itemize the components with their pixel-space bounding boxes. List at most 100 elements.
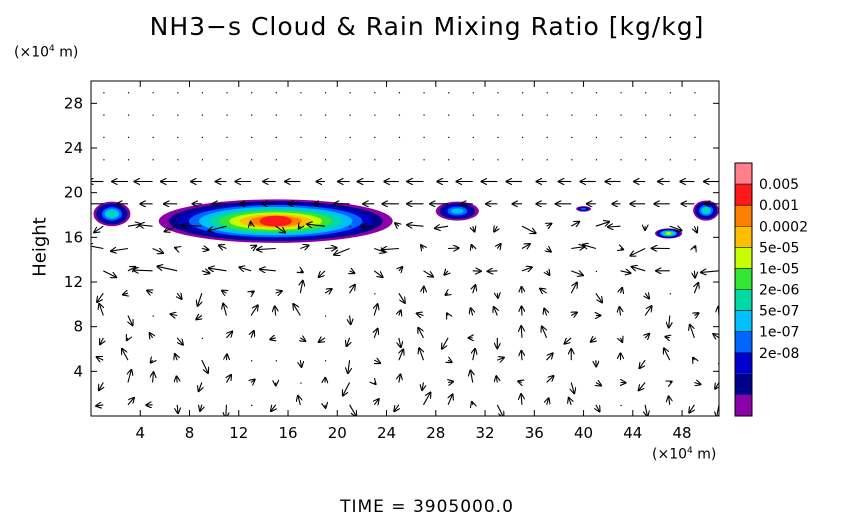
wind-vector-dot xyxy=(127,136,130,139)
wind-vector-dot xyxy=(669,92,671,94)
wind-vector xyxy=(275,225,285,232)
x-tick-label: 8 xyxy=(185,424,195,442)
wind-vector-dot xyxy=(620,114,622,116)
wind-vector-dot xyxy=(472,136,474,139)
wind-vector xyxy=(496,376,497,383)
wind-vector xyxy=(547,224,552,227)
wind-vector xyxy=(693,358,694,360)
wind-vector-dot xyxy=(251,114,253,116)
y-tick-label: 20 xyxy=(64,184,83,202)
wind-vector xyxy=(395,223,399,226)
wind-vector-dot xyxy=(152,315,154,317)
wind-vector-dot xyxy=(251,159,253,161)
wind-vector xyxy=(128,370,131,383)
wind-vector xyxy=(690,325,695,339)
wind-vector xyxy=(127,338,128,340)
wind-vector xyxy=(177,377,178,383)
wind-vector-dot xyxy=(546,159,548,161)
wind-vector xyxy=(350,271,355,273)
wind-vector xyxy=(448,248,458,249)
wind-vector xyxy=(713,334,719,338)
wind-vector xyxy=(300,271,302,272)
wind-vector xyxy=(619,307,620,316)
colorbar-swatch xyxy=(735,163,752,185)
wind-vector xyxy=(718,225,719,227)
wind-vector xyxy=(570,283,577,294)
wind-vector-dot xyxy=(251,136,253,139)
y-axis: 4 8 12 16 20 24 28 xyxy=(64,94,719,380)
wind-vector-dot xyxy=(201,136,204,139)
wind-vector xyxy=(111,249,129,252)
wind-vector-dot xyxy=(571,159,573,161)
wind-vector-dot xyxy=(571,92,573,94)
wind-vector xyxy=(348,360,350,373)
wind-vector xyxy=(639,382,646,391)
wind-vector xyxy=(435,226,449,228)
wind-vector xyxy=(226,375,231,383)
wind-vector xyxy=(199,382,202,392)
wind-vector xyxy=(147,291,152,294)
wind-vector-dot xyxy=(300,136,302,139)
wind-vector xyxy=(715,382,719,389)
wind-vector-dot xyxy=(497,114,499,116)
wind-vector-dot xyxy=(349,159,351,161)
wind-vector xyxy=(201,271,210,273)
wind-vector-dot xyxy=(497,92,499,94)
wind-vector xyxy=(620,288,622,293)
wind-vector-dot xyxy=(694,92,696,94)
x-tick-label: 44 xyxy=(623,424,642,442)
wind-vector xyxy=(300,360,301,367)
wind-vector-dot xyxy=(103,114,105,116)
wind-vector xyxy=(223,304,226,316)
wind-vector xyxy=(325,405,326,408)
wind-vector xyxy=(546,353,553,361)
wind-vector xyxy=(544,309,546,316)
wind-vector xyxy=(374,360,380,363)
wind-vector xyxy=(374,399,378,405)
cloud-region-5-level xyxy=(702,208,710,214)
colorbar-swatch xyxy=(735,184,752,206)
wind-vector xyxy=(133,270,153,271)
wind-vector-dot xyxy=(645,92,647,94)
wind-vector xyxy=(123,293,128,294)
wind-vector xyxy=(94,225,104,232)
wind-vector xyxy=(251,292,254,294)
wind-vector xyxy=(470,371,472,383)
wind-vector xyxy=(497,293,498,298)
wind-vector xyxy=(497,358,503,361)
wind-vector-dot xyxy=(448,159,450,161)
wind-vector-dot xyxy=(349,92,351,94)
colorbar-swatch xyxy=(735,226,752,248)
wind-vector-dot xyxy=(226,92,228,94)
wind-vector xyxy=(645,404,647,416)
wind-vector xyxy=(664,348,671,361)
wind-vector xyxy=(644,306,651,316)
wind-vector-dot xyxy=(448,136,450,139)
wind-vector xyxy=(151,360,153,362)
wind-vector xyxy=(547,249,551,252)
wind-vector-dot xyxy=(669,114,671,116)
wind-vector xyxy=(99,382,103,391)
wind-vector xyxy=(208,225,227,231)
wind-vector xyxy=(182,226,202,227)
wind-vector xyxy=(694,313,698,315)
wind-vector xyxy=(350,285,355,294)
wind-vector-dot xyxy=(398,92,401,94)
wind-vector xyxy=(307,224,326,226)
wind-vector-dot xyxy=(497,136,499,139)
wind-vector-dot xyxy=(521,136,524,139)
wind-vector xyxy=(399,311,401,316)
y-tick-label: 24 xyxy=(64,139,83,157)
wind-vector xyxy=(547,271,550,275)
wind-vector-dot xyxy=(275,159,277,161)
wind-vector xyxy=(171,314,178,315)
wind-vector-dot xyxy=(620,404,622,407)
wind-vector xyxy=(473,226,475,231)
wind-vector-dot xyxy=(152,136,154,139)
wind-vector-dot xyxy=(694,136,696,139)
wind-vector-dot xyxy=(324,360,327,362)
wind-vector xyxy=(701,271,719,273)
wind-vector-dot xyxy=(152,92,154,94)
colorbar-swatch xyxy=(735,331,752,353)
